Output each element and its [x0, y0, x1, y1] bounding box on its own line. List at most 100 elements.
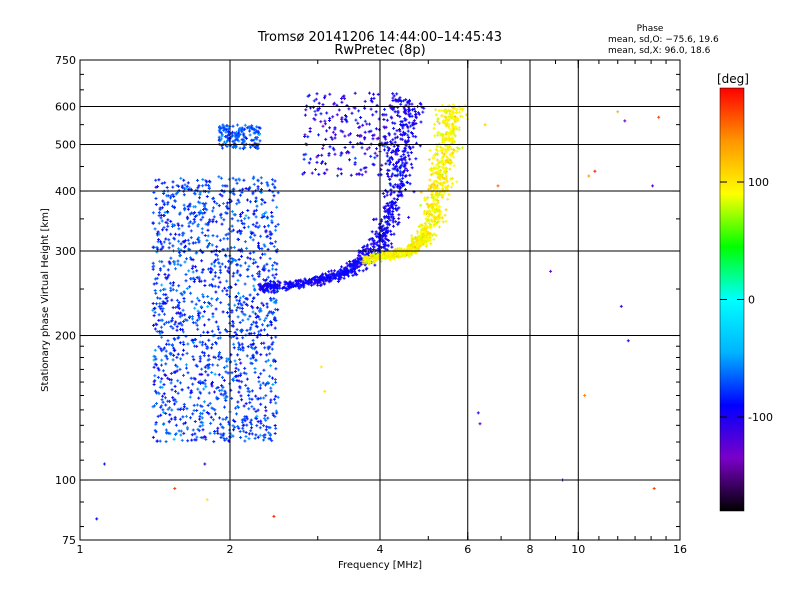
data-point [246, 209, 250, 212]
data-point [243, 261, 247, 265]
data-point [216, 257, 220, 261]
data-point [341, 130, 345, 134]
data-point [264, 316, 268, 320]
data-point [171, 326, 175, 330]
data-point [446, 122, 449, 126]
data-point [270, 214, 274, 218]
data-point [178, 315, 182, 319]
data-point [221, 248, 225, 251]
data-point [245, 297, 249, 301]
data-point [444, 148, 447, 152]
data-point [429, 173, 433, 177]
data-point [273, 415, 277, 419]
data-point [357, 172, 361, 176]
data-point [449, 177, 453, 181]
data-point [170, 408, 174, 412]
data-point [297, 279, 301, 283]
data-point [211, 418, 215, 422]
data-point [171, 288, 175, 292]
data-point [151, 435, 155, 439]
data-point [219, 355, 223, 359]
data-point [368, 91, 371, 95]
data-point [347, 107, 351, 111]
data-point [428, 168, 432, 172]
data-point [253, 370, 257, 374]
data-point [388, 201, 392, 205]
data-point [262, 290, 266, 294]
data-point [453, 134, 457, 138]
data-point [217, 135, 221, 139]
data-point [399, 102, 403, 106]
data-point [273, 261, 277, 265]
data-point [183, 260, 187, 264]
data-point [236, 306, 240, 309]
data-point [214, 307, 218, 311]
data-point [160, 377, 164, 381]
data-point [394, 99, 398, 103]
data-point [239, 361, 243, 365]
data-point [272, 291, 276, 295]
data-point [269, 287, 273, 291]
data-point [193, 211, 197, 215]
data-point [196, 223, 200, 226]
data-point [185, 257, 188, 261]
data-point [236, 198, 240, 202]
data-point [262, 438, 266, 442]
data-point [309, 280, 313, 284]
data-point [205, 411, 209, 414]
data-point [258, 307, 262, 311]
data-point [432, 223, 436, 226]
data-point [324, 137, 328, 141]
data-point [231, 378, 235, 381]
data-point [162, 347, 166, 351]
data-point [393, 110, 397, 114]
data-point [240, 398, 244, 402]
data-point [157, 330, 161, 334]
x-tick-label: 2 [227, 543, 234, 556]
data-point [254, 312, 258, 316]
data-point [238, 385, 242, 389]
data-point [385, 238, 389, 241]
x-tick-label: 1 [77, 543, 84, 556]
data-point [396, 135, 399, 139]
data-point [269, 310, 273, 314]
data-point [203, 279, 207, 283]
data-point [152, 380, 156, 384]
data-point [240, 342, 244, 346]
data-point [327, 152, 331, 155]
data-point [252, 212, 256, 216]
data-point [263, 433, 267, 437]
data-point [250, 426, 253, 430]
data-point [348, 264, 352, 268]
data-point [159, 325, 163, 329]
data-point [200, 416, 204, 420]
data-point [270, 211, 274, 214]
data-point [414, 251, 418, 255]
data-point [181, 308, 185, 312]
data-point [176, 379, 180, 383]
data-point [391, 215, 395, 219]
data-point [389, 193, 393, 197]
data-point [196, 200, 200, 204]
data-point [254, 433, 258, 437]
data-point [444, 117, 448, 121]
data-point [183, 239, 187, 243]
data-point [444, 174, 448, 178]
data-point [375, 147, 378, 151]
data-point [103, 462, 106, 466]
data-point [195, 251, 199, 255]
data-point [276, 279, 280, 283]
y-tick-label: 100 [55, 474, 76, 487]
data-point [179, 176, 183, 180]
data-point [419, 120, 423, 124]
data-point [208, 431, 212, 435]
data-point [192, 276, 196, 280]
data-point [225, 144, 229, 148]
data-point [217, 204, 221, 208]
data-point [179, 242, 183, 246]
data-point [219, 392, 223, 396]
data-point [173, 348, 177, 352]
data-point [372, 252, 376, 256]
y-tick-label: 200 [55, 330, 76, 343]
data-point [224, 370, 228, 374]
